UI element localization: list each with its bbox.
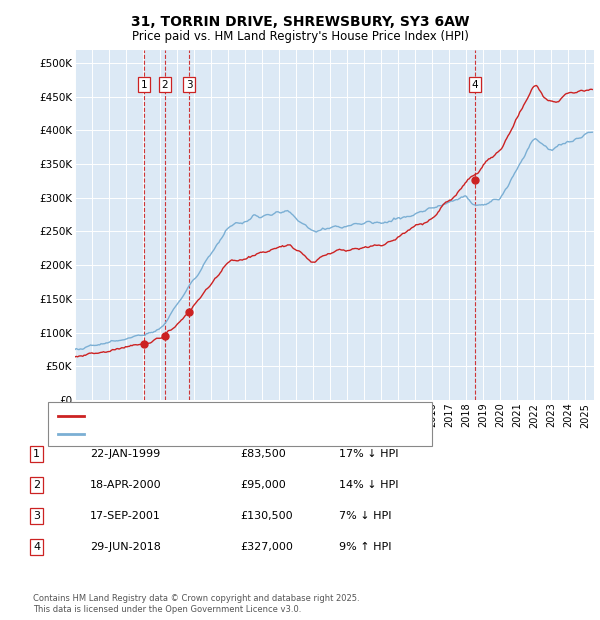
Text: 14% ↓ HPI: 14% ↓ HPI [339,480,398,490]
Text: 31, TORRIN DRIVE, SHREWSBURY, SY3 6AW (detached house): 31, TORRIN DRIVE, SHREWSBURY, SY3 6AW (d… [88,410,409,420]
Text: HPI: Average price, detached house, Shropshire: HPI: Average price, detached house, Shro… [88,428,337,439]
Text: £327,000: £327,000 [240,542,293,552]
Text: 18-APR-2000: 18-APR-2000 [90,480,161,490]
Text: 2: 2 [162,79,169,90]
Text: 7% ↓ HPI: 7% ↓ HPI [339,511,391,521]
Text: 2: 2 [33,480,40,490]
Text: 31, TORRIN DRIVE, SHREWSBURY, SY3 6AW: 31, TORRIN DRIVE, SHREWSBURY, SY3 6AW [131,16,469,30]
Text: £130,500: £130,500 [240,511,293,521]
Text: Contains HM Land Registry data © Crown copyright and database right 2025.
This d: Contains HM Land Registry data © Crown c… [33,595,359,614]
Text: 29-JUN-2018: 29-JUN-2018 [90,542,161,552]
Text: 17% ↓ HPI: 17% ↓ HPI [339,449,398,459]
Text: 3: 3 [33,511,40,521]
Text: 1: 1 [141,79,148,90]
Text: 22-JAN-1999: 22-JAN-1999 [90,449,160,459]
Text: 3: 3 [186,79,193,90]
Text: 9% ↑ HPI: 9% ↑ HPI [339,542,391,552]
Text: Price paid vs. HM Land Registry's House Price Index (HPI): Price paid vs. HM Land Registry's House … [131,30,469,43]
Text: 4: 4 [472,79,478,90]
Text: 17-SEP-2001: 17-SEP-2001 [90,511,161,521]
Text: 1: 1 [33,449,40,459]
Text: £95,000: £95,000 [240,480,286,490]
Text: £83,500: £83,500 [240,449,286,459]
Text: 4: 4 [33,542,40,552]
